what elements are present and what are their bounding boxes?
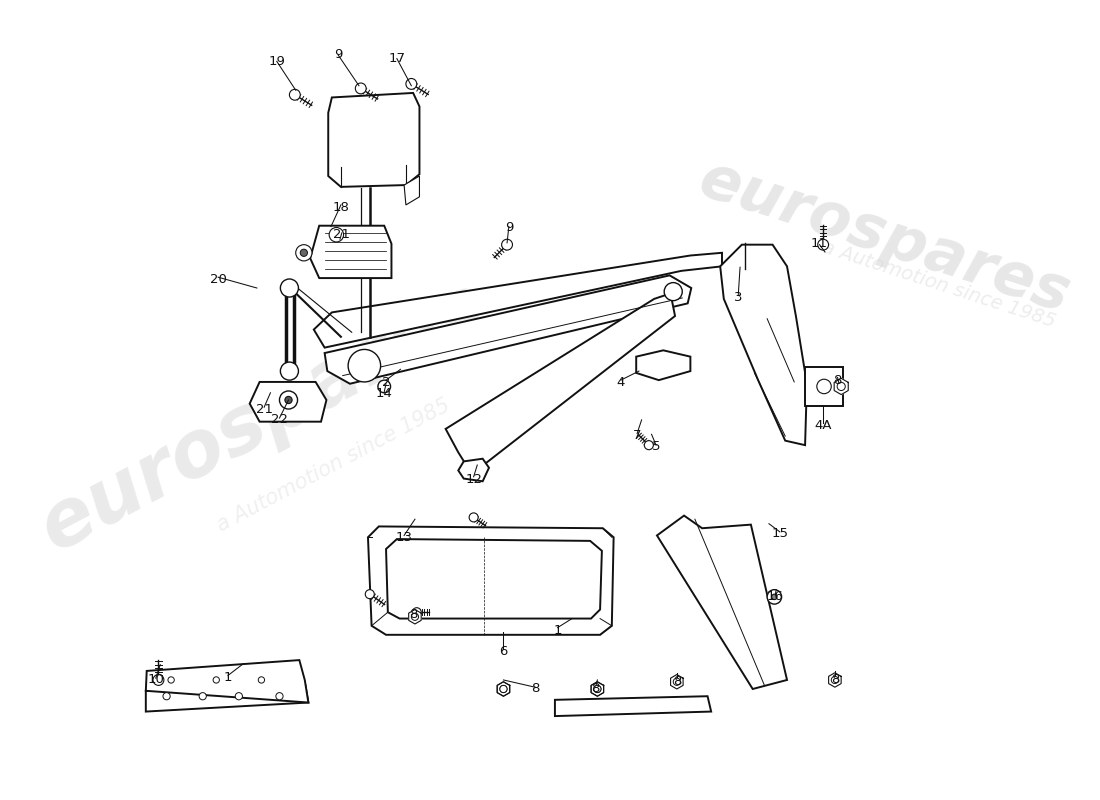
Polygon shape — [834, 378, 848, 394]
Polygon shape — [591, 682, 604, 696]
Text: a Automotion since 1985: a Automotion since 1985 — [820, 238, 1058, 331]
Polygon shape — [328, 93, 419, 187]
Circle shape — [412, 608, 421, 617]
Polygon shape — [446, 294, 675, 474]
Circle shape — [153, 674, 164, 686]
Circle shape — [199, 693, 207, 700]
Circle shape — [235, 693, 242, 700]
Circle shape — [673, 678, 681, 686]
Text: 7: 7 — [632, 429, 641, 442]
Text: 22: 22 — [271, 414, 288, 426]
Circle shape — [411, 613, 419, 620]
Polygon shape — [404, 176, 419, 205]
Circle shape — [285, 396, 293, 404]
Text: 6: 6 — [499, 645, 507, 658]
Circle shape — [645, 441, 653, 450]
Text: 15: 15 — [771, 527, 789, 540]
Circle shape — [279, 391, 297, 409]
Circle shape — [280, 362, 298, 380]
Circle shape — [163, 693, 170, 700]
Text: 1: 1 — [223, 670, 232, 684]
Circle shape — [664, 282, 682, 301]
Polygon shape — [459, 458, 490, 482]
Text: 8: 8 — [834, 374, 842, 386]
Polygon shape — [324, 275, 691, 384]
Circle shape — [300, 249, 308, 257]
Text: 19: 19 — [268, 55, 285, 68]
Polygon shape — [671, 674, 683, 689]
Circle shape — [378, 380, 390, 393]
Polygon shape — [636, 350, 691, 380]
Text: 5: 5 — [652, 441, 660, 454]
Polygon shape — [310, 226, 392, 278]
Text: 9: 9 — [334, 48, 342, 61]
Text: 8: 8 — [673, 675, 681, 688]
Circle shape — [329, 227, 343, 242]
Text: 12: 12 — [465, 473, 482, 486]
Polygon shape — [146, 660, 308, 702]
Text: 8: 8 — [592, 682, 600, 695]
Polygon shape — [591, 682, 604, 696]
Text: 18: 18 — [332, 201, 350, 214]
Circle shape — [348, 350, 381, 382]
Text: 21: 21 — [255, 402, 273, 415]
Circle shape — [289, 90, 300, 100]
Text: 9: 9 — [505, 221, 513, 234]
Polygon shape — [314, 253, 722, 348]
Text: 14: 14 — [376, 387, 393, 400]
Text: eurospares: eurospares — [692, 150, 1078, 326]
Circle shape — [502, 239, 513, 250]
Polygon shape — [497, 682, 509, 696]
Text: 11: 11 — [811, 238, 828, 250]
Circle shape — [817, 379, 832, 394]
Text: a Automotion since 1985: a Automotion since 1985 — [213, 395, 453, 535]
Circle shape — [355, 83, 366, 94]
Text: 8: 8 — [409, 609, 417, 622]
Polygon shape — [720, 245, 807, 445]
Text: 13: 13 — [396, 530, 412, 544]
Circle shape — [296, 245, 312, 261]
Circle shape — [499, 686, 507, 693]
Text: 10: 10 — [147, 674, 164, 686]
Text: 17: 17 — [388, 52, 406, 65]
Circle shape — [213, 677, 219, 683]
Polygon shape — [250, 382, 327, 422]
Circle shape — [469, 513, 478, 522]
Text: 16: 16 — [767, 590, 783, 603]
Circle shape — [594, 686, 601, 693]
Text: 8: 8 — [830, 674, 839, 686]
Circle shape — [837, 382, 845, 390]
Polygon shape — [409, 610, 421, 624]
Text: 4A: 4A — [814, 418, 832, 432]
Text: 2: 2 — [382, 376, 390, 390]
Text: eurospares: eurospares — [26, 269, 496, 567]
Polygon shape — [828, 673, 842, 687]
Polygon shape — [368, 526, 614, 635]
Circle shape — [406, 78, 417, 90]
Text: 3: 3 — [734, 291, 742, 305]
Text: 20: 20 — [210, 274, 227, 286]
Circle shape — [832, 676, 838, 683]
Text: 1: 1 — [553, 624, 562, 637]
Polygon shape — [554, 696, 712, 716]
Text: 4: 4 — [617, 376, 625, 390]
Circle shape — [280, 279, 298, 297]
Polygon shape — [386, 539, 602, 618]
Circle shape — [168, 677, 174, 683]
Polygon shape — [805, 366, 843, 406]
Circle shape — [772, 594, 777, 599]
Circle shape — [767, 590, 782, 604]
Circle shape — [258, 677, 265, 683]
Polygon shape — [146, 682, 308, 711]
Circle shape — [276, 693, 283, 700]
Polygon shape — [657, 515, 786, 689]
Circle shape — [499, 686, 507, 693]
Polygon shape — [497, 682, 509, 696]
Text: 8: 8 — [531, 682, 539, 695]
Circle shape — [817, 239, 828, 250]
Text: 21: 21 — [333, 228, 350, 242]
Circle shape — [594, 686, 601, 693]
Circle shape — [365, 590, 374, 598]
